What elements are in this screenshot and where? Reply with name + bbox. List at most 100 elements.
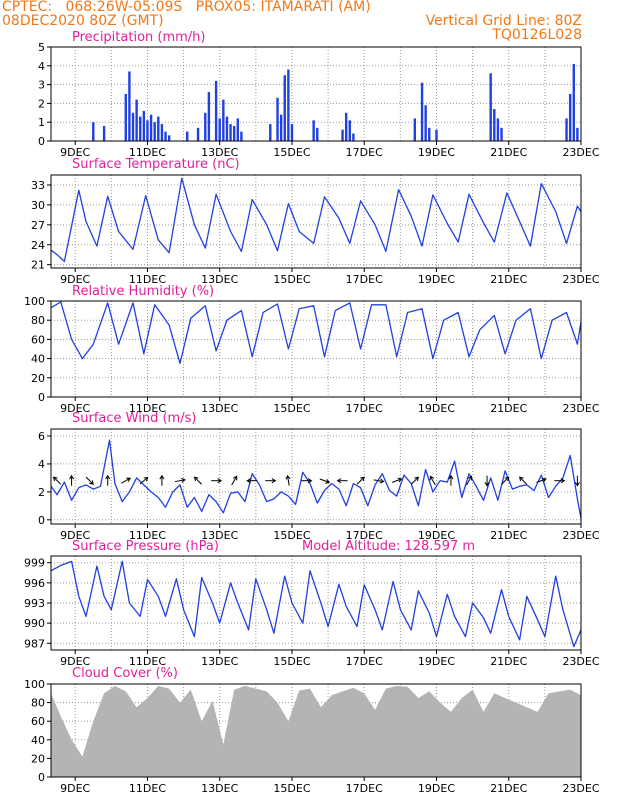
precip-bar (312, 120, 315, 141)
y-tick-label: 60 (31, 333, 45, 346)
precip-bar (287, 69, 290, 141)
wind-arrow-head (52, 476, 58, 482)
y-tick-label: 40 (31, 734, 45, 747)
precip-bar (225, 116, 229, 141)
x-tick-label: 23DEC (562, 402, 599, 415)
precip-bar (222, 99, 225, 141)
precip-bar (196, 127, 200, 141)
precip-bar (146, 120, 149, 141)
header-date-line: 08DEC2020 80Z (GMT) (2, 13, 164, 29)
precip-bar (186, 131, 189, 141)
y-tick-label: 0 (38, 514, 45, 527)
x-tick-label: 23DEC (562, 273, 599, 286)
precip-bar (240, 131, 243, 141)
panel-title: Cloud Cover (%) (72, 666, 178, 681)
precip-bar (207, 92, 211, 141)
y-tick-label: 24 (31, 239, 45, 252)
y-tick-label: 0 (38, 135, 45, 148)
y-tick-label: 996 (24, 577, 45, 590)
panel-title: Surface Pressure (hPa) (72, 539, 219, 554)
panel-frame (50, 428, 582, 525)
x-tick-label: 17DEC (346, 782, 383, 795)
x-tick-label: 17DEC (346, 402, 383, 415)
x-tick-label: 19DEC (418, 146, 455, 159)
x-tick-label: 9DEC (60, 146, 90, 159)
x-tick-label: 15DEC (273, 402, 310, 415)
precip-bar (576, 127, 579, 141)
wind-arrow-head (560, 478, 566, 484)
wind-arrow-head (105, 474, 111, 480)
series-line (50, 439, 582, 519)
x-tick-label: 21DEC (490, 146, 527, 159)
wind-arrow-head (89, 480, 94, 485)
wind-arrow-head (271, 478, 277, 484)
panel-title: Surface Wind (m/s) (72, 411, 196, 426)
y-tick-label: 4 (38, 458, 45, 471)
y-tick-label: 4 (38, 60, 45, 73)
panel-frame (50, 174, 582, 269)
x-tick-label: 9DEC (60, 782, 90, 795)
y-tick-label: 80 (31, 314, 45, 327)
wind-arrow-head (467, 475, 473, 481)
wind-arrow-shaft (319, 478, 330, 483)
wind-arrow-shaft (139, 477, 149, 485)
y-tick-label: 2 (38, 486, 45, 499)
precip-bar (160, 124, 164, 141)
precip-bar (214, 80, 218, 141)
precip-bar (352, 133, 355, 141)
series-line (50, 301, 582, 365)
wind-arrow-head (126, 477, 131, 482)
y-tick-label: 5 (38, 41, 45, 54)
wind-arrow-head (217, 478, 223, 484)
wind-arrow-head (429, 475, 435, 481)
wind-arrow-shaft (356, 476, 365, 485)
x-tick-label: 17DEC (346, 655, 383, 668)
precip-bar (135, 99, 138, 141)
wind-arrow-head (246, 478, 251, 484)
x-tick-label: 21DEC (490, 273, 527, 286)
y-tick-label: 40 (31, 353, 45, 366)
x-tick-label: 13DEC (201, 782, 238, 795)
precip-bar (341, 129, 344, 141)
x-tick-label: 23DEC (562, 146, 599, 159)
wind-arrow-shaft (121, 477, 131, 484)
precip-bar (157, 116, 160, 141)
precip-bar (204, 112, 207, 141)
panel-frame (50, 300, 582, 398)
precip-bar (290, 124, 294, 141)
precip-bar (568, 94, 572, 141)
y-tick-label: 100 (24, 678, 45, 691)
x-tick-label: 11DEC (129, 782, 166, 795)
precip-bar (142, 110, 146, 141)
precip-bar (153, 122, 156, 141)
precip-bar (316, 127, 319, 141)
x-tick-label: 19DEC (418, 402, 455, 415)
y-tick-label: 0 (38, 771, 45, 784)
wind-arrow-shaft (231, 476, 238, 486)
precip-bar (92, 122, 95, 141)
header-grid-line-note: Vertical Grid Line: 80Z (425, 13, 582, 29)
header-station-line: CPTEC: 068:26W-05:09S PROX05: ITAMARATI … (2, 0, 371, 15)
wind-arrow-head (336, 478, 342, 484)
wind-arrow-head (360, 476, 365, 482)
x-tick-label: 15DEC (273, 529, 310, 542)
precip-bar (218, 118, 221, 141)
panel-title: Relative Humidity (%) (72, 284, 214, 299)
x-tick-label: 21DEC (490, 529, 527, 542)
wind-arrow-shaft (391, 478, 402, 483)
wind-arrow-head (307, 478, 313, 484)
x-tick-label: 21DEC (490, 402, 527, 415)
model-altitude-label: Model Altitude: 128.597 m (302, 539, 475, 554)
precip-bar (236, 118, 239, 141)
wind-arrow-shaft (466, 476, 472, 486)
precip-bar (413, 118, 417, 141)
y-tick-label: 20 (31, 752, 45, 765)
x-tick-label: 11DEC (129, 529, 166, 542)
header-model-code: TQ0126L028 (492, 27, 582, 43)
panel-frame (50, 46, 582, 142)
precip-bar (167, 135, 171, 141)
y-tick-label: 1 (38, 116, 45, 129)
x-tick-label: 11DEC (129, 273, 166, 286)
x-tick-label: 9DEC (60, 655, 90, 668)
